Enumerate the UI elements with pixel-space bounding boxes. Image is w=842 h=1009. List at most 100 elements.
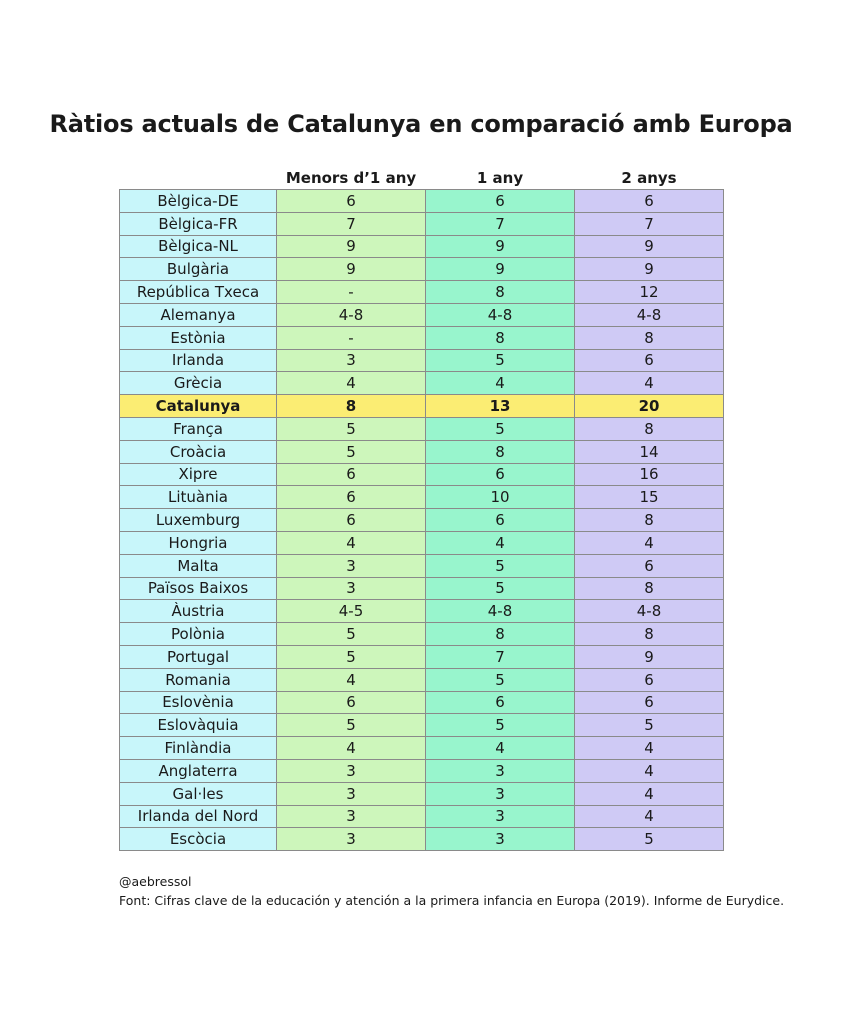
country-cell: Portugal	[119, 644, 277, 669]
1-year-cell: 13	[425, 394, 575, 418]
under-1-year-cell: 4-5	[276, 599, 426, 624]
table-row: Finlàndia 4 4 4	[119, 736, 724, 760]
under-1-year-cell: -	[276, 280, 426, 304]
1-year-cell: 5	[425, 667, 575, 692]
1-year-cell: 10	[425, 485, 575, 510]
2-years-cell: 6	[574, 348, 724, 373]
2-years-cell: 4	[574, 758, 724, 783]
country-cell: Alemanya	[119, 302, 277, 327]
page-title: Ràtios actuals de Catalunya en comparaci…	[49, 110, 793, 138]
under-1-year-cell: -	[276, 325, 426, 350]
under-1-year-cell: 6	[276, 189, 426, 213]
2-years-cell: 8	[574, 576, 724, 601]
country-cell: Irlanda del Nord	[119, 804, 277, 829]
table-row: Gal·les 3 3 4	[119, 781, 724, 806]
under-1-year-cell: 9	[276, 257, 426, 282]
1-year-cell: 7	[425, 644, 575, 669]
under-1-year-cell: 3	[276, 758, 426, 783]
table-row: Grècia 4 4 4	[119, 371, 724, 396]
table-row: França 5 5 8	[119, 416, 724, 441]
country-cell: Malta	[119, 553, 277, 578]
country-cell: Hongria	[119, 530, 277, 555]
country-cell: Escòcia	[119, 827, 277, 852]
country-cell: Grècia	[119, 371, 277, 396]
table-row: Països Baixos 3 5 8	[119, 576, 724, 601]
table-row: Polònia 5 8 8	[119, 622, 724, 646]
under-1-year-cell: 5	[276, 713, 426, 738]
1-year-cell: 3	[425, 781, 575, 806]
header-country	[120, 167, 277, 190]
under-1-year-cell: 4-8	[276, 302, 426, 327]
2-years-cell: 15	[574, 485, 724, 510]
1-year-cell: 5	[425, 348, 575, 373]
under-1-year-cell: 5	[276, 416, 426, 441]
2-years-cell: 16	[574, 462, 724, 487]
table-row: Lituània 6 10 15	[119, 485, 724, 510]
country-cell: Eslovènia	[119, 690, 277, 715]
table-row: Romania 4 5 6	[119, 667, 724, 692]
2-years-cell: 6	[574, 189, 724, 213]
1-year-cell: 9	[425, 257, 575, 282]
country-cell: Lituània	[119, 485, 277, 510]
1-year-cell: 4	[425, 736, 575, 760]
under-1-year-cell: 3	[276, 553, 426, 578]
1-year-cell: 8	[425, 439, 575, 464]
under-1-year-cell: 3	[276, 576, 426, 601]
under-1-year-cell: 4	[276, 371, 426, 396]
table-row: Irlanda 3 5 6	[119, 348, 724, 373]
country-cell: Finlàndia	[119, 736, 277, 760]
country-cell: Països Baixos	[119, 576, 277, 601]
footer: @aebressol Font: Cifras clave de la educ…	[119, 872, 784, 910]
1-year-cell: 5	[425, 553, 575, 578]
under-1-year-cell: 6	[276, 508, 426, 532]
table-row: Luxemburg 6 6 8	[119, 508, 724, 532]
1-year-cell: 7	[425, 211, 575, 236]
country-cell: Gal·les	[119, 781, 277, 806]
country-cell: República Txeca	[119, 280, 277, 304]
1-year-cell: 5	[425, 713, 575, 738]
country-cell: Croàcia	[119, 439, 277, 464]
2-years-cell: 8	[574, 508, 724, 532]
table-row: Anglaterra 3 3 4	[119, 758, 724, 783]
2-years-cell: 8	[574, 325, 724, 350]
table-row: Escòcia 3 3 5	[119, 827, 724, 852]
2-years-cell: 4-8	[574, 599, 724, 624]
2-years-cell: 9	[574, 644, 724, 669]
1-year-cell: 6	[425, 690, 575, 715]
country-cell: Catalunya	[119, 394, 277, 418]
2-years-cell: 12	[574, 280, 724, 304]
1-year-cell: 8	[425, 325, 575, 350]
1-year-cell: 3	[425, 804, 575, 829]
2-years-cell: 8	[574, 622, 724, 646]
1-year-cell: 4	[425, 530, 575, 555]
under-1-year-cell: 4	[276, 667, 426, 692]
table-row: Catalunya 8 13 20	[119, 394, 724, 418]
table-body: Bèlgica-DE 6 6 6 Bèlgica-FR 7 7 7 Bèlgica-NL 9 9 9 B…	[119, 189, 724, 852]
country-cell: Estònia	[119, 325, 277, 350]
under-1-year-cell: 5	[276, 644, 426, 669]
2-years-cell: 4-8	[574, 302, 724, 327]
under-1-year-cell: 8	[276, 394, 426, 418]
ratios-table: Menors d’1 any 1 any 2 anys Bèlgica-DE 6 6…	[119, 167, 724, 852]
country-cell: Àustria	[119, 599, 277, 624]
2-years-cell: 9	[574, 234, 724, 259]
1-year-cell: 5	[425, 416, 575, 441]
table-row: Àustria 4-5 4-8 4-8	[119, 599, 724, 624]
header-2-years: 2 anys	[621, 169, 677, 187]
2-years-cell: 4	[574, 530, 724, 555]
table-row: Croàcia 5 8 14	[119, 439, 724, 464]
table-row: Hongria 4 4 4	[119, 530, 724, 555]
1-year-cell: 6	[425, 189, 575, 213]
2-years-cell: 20	[574, 394, 724, 418]
2-years-cell: 14	[574, 439, 724, 464]
2-years-cell: 5	[574, 827, 724, 852]
country-cell: Bèlgica-FR	[119, 211, 277, 236]
2-years-cell: 4	[574, 804, 724, 829]
source-note: Font: Cifras clave de la educación y ate…	[119, 893, 785, 908]
table-row: Bèlgica-DE 6 6 6	[119, 189, 724, 213]
1-year-cell: 9	[425, 234, 575, 259]
2-years-cell: 4	[574, 781, 724, 806]
country-cell: Bèlgica-DE	[119, 189, 277, 213]
1-year-cell: 4-8	[425, 302, 575, 327]
header-under-1-year: Menors d’1 any	[285, 169, 417, 187]
